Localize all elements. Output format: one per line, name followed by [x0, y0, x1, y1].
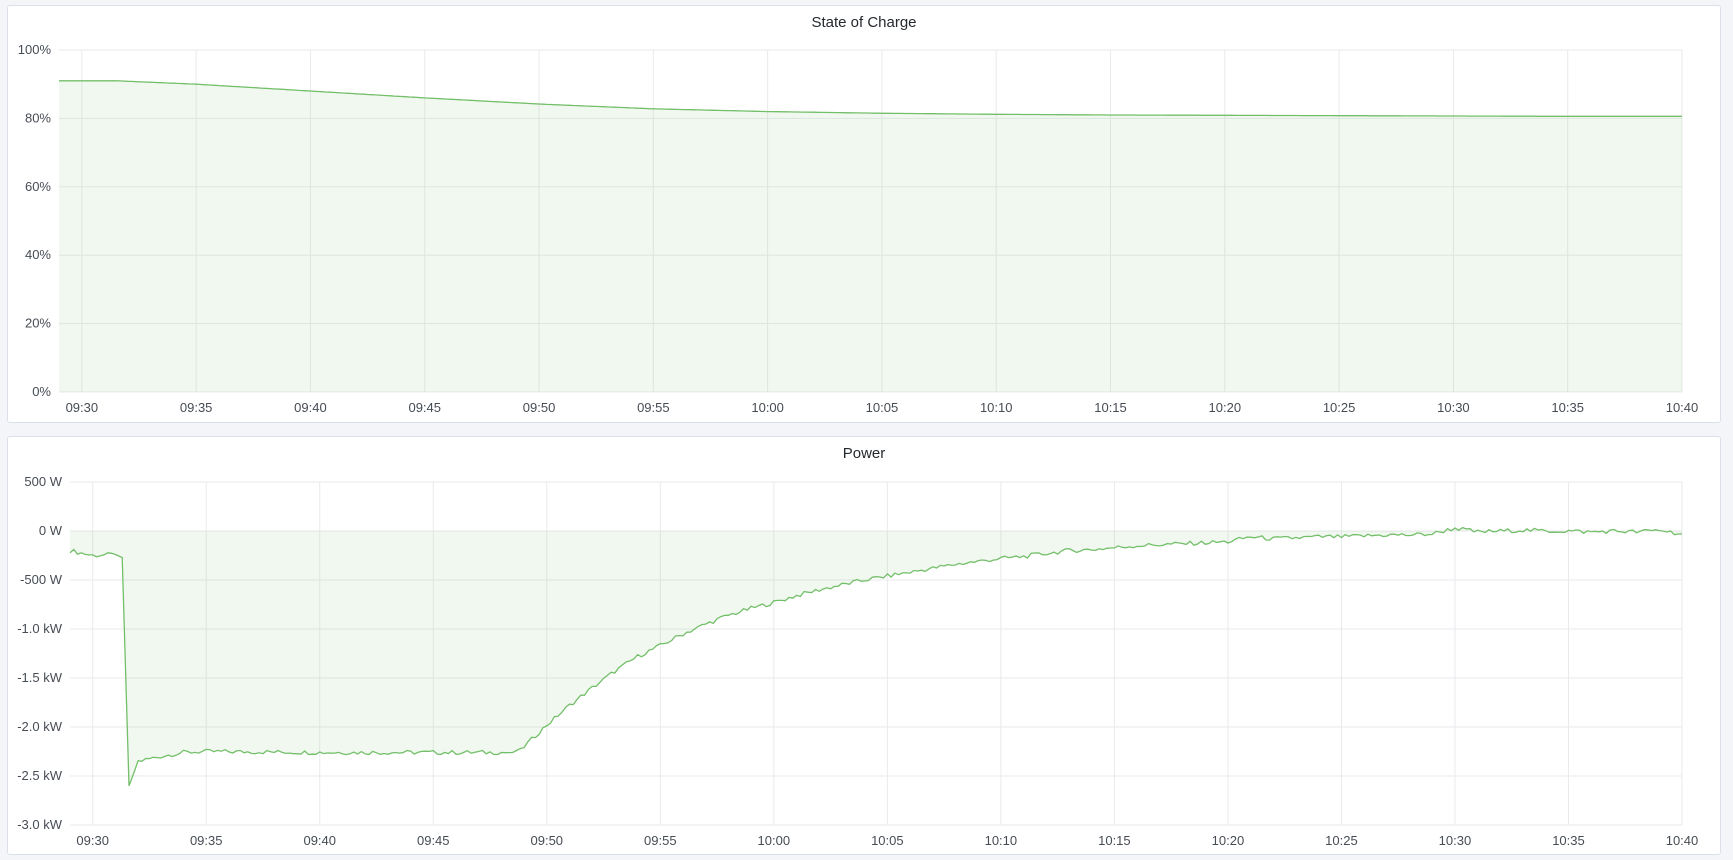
x-tick-label: 10:15: [1094, 400, 1127, 415]
y-tick-label: 100%: [18, 42, 52, 57]
x-tick-label: 09:40: [303, 833, 336, 848]
power-panel: Power -3.0 kW -2.5 kW -2.0 kW -1.5 kW -1.0 k…: [7, 436, 1721, 855]
y-tick-label: 60%: [25, 179, 51, 194]
series-area: [59, 80, 1682, 393]
soc-panel: State of Charge 0% 20% 40% 60% 80% 100% 09:30 0…: [7, 5, 1721, 423]
x-tick-label: 10:00: [758, 833, 791, 848]
x-tick-label: 10:10: [985, 833, 1018, 848]
panel-title: State of Charge: [811, 14, 917, 31]
y-tick-label: 80%: [25, 110, 51, 125]
y-tick-label: 0 W: [39, 523, 63, 538]
chart-svg: 0% 20% 40% 60% 80% 100% 09:30 09:35 09:40 09:45 09…: [18, 42, 1699, 415]
x-tick-label: 10:35: [1551, 400, 1584, 415]
y-tick-label: 40%: [25, 247, 51, 262]
x-tick-label: 10:40: [1666, 400, 1699, 415]
x-tick-label: 10:15: [1098, 833, 1131, 848]
y-tick-label: -2.5 kW: [17, 768, 63, 783]
x-tick-label: 09:55: [637, 400, 670, 415]
x-tick-label: 09:40: [294, 400, 327, 415]
y-tick-label: -1.5 kW: [17, 670, 63, 685]
series-line: [59, 80, 1682, 117]
x-tick-label: 10:20: [1209, 400, 1242, 415]
y-tick-label: 500 W: [24, 474, 62, 489]
x-tick-label: 10:25: [1323, 400, 1356, 415]
x-tick-label: 10:05: [866, 400, 899, 415]
y-tick-label: 20%: [25, 316, 51, 331]
series-line: [69, 526, 1683, 787]
x-tick-label: 10:05: [871, 833, 904, 848]
x-tick-label: 09:50: [531, 833, 564, 848]
x-tick-label: 09:30: [76, 833, 109, 848]
y-tick-label: -1.0 kW: [17, 621, 63, 636]
y-tick-label: -500 W: [20, 572, 63, 587]
x-tick-label: 10:30: [1439, 833, 1472, 848]
x-tick-label: 10:00: [751, 400, 784, 415]
x-tick-label: 10:40: [1666, 833, 1699, 848]
x-tick-label: 09:35: [180, 400, 213, 415]
x-tick-label: 10:20: [1212, 833, 1245, 848]
chart-svg: -3.0 kW -2.5 kW -2.0 kW -1.5 kW -1.0 kW -500 …: [17, 474, 1699, 848]
x-tick-label: 09:50: [523, 400, 556, 415]
series-area: [70, 527, 1682, 786]
panel-title: Power: [842, 445, 886, 462]
x-tick-label: 10:30: [1437, 400, 1470, 415]
y-tick-label: 0%: [32, 384, 51, 399]
x-tick-label: 09:45: [408, 400, 441, 415]
x-tick-label: 10:10: [980, 400, 1013, 415]
x-tick-label: 10:25: [1325, 833, 1358, 848]
x-tick-label: 09:30: [66, 400, 99, 415]
x-tick-label: 09:45: [417, 833, 450, 848]
x-tick-label: 09:55: [644, 833, 677, 848]
x-tick-label: 10:35: [1552, 833, 1585, 848]
y-tick-label: -2.0 kW: [17, 719, 63, 734]
y-tick-label: -3.0 kW: [17, 817, 63, 832]
x-tick-label: 09:35: [190, 833, 223, 848]
